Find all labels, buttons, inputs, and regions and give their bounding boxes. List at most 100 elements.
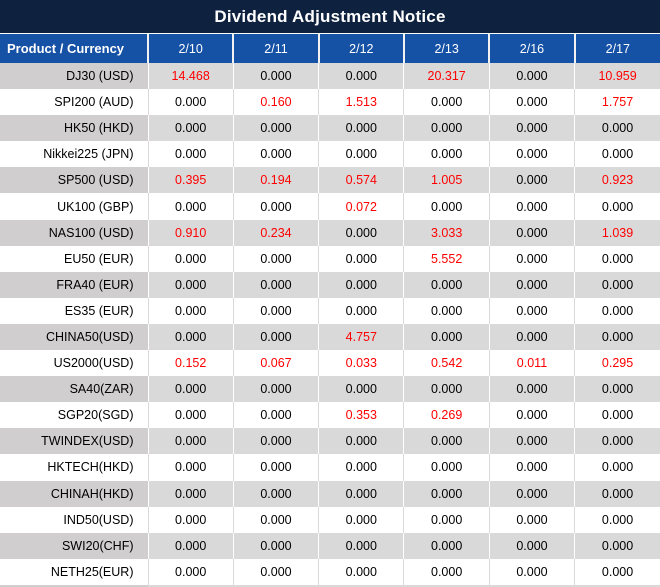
value-cell: 0.000 — [574, 271, 660, 298]
product-cell: US2000(USD) — [0, 350, 148, 377]
value-cell: 0.000 — [488, 532, 575, 559]
product-cell: UK100 (GBP) — [0, 193, 148, 220]
value-cell: 0.000 — [147, 115, 234, 142]
value-cell: 0.011 — [488, 350, 575, 377]
value-cell: 0.000 — [403, 271, 490, 298]
value-cell: 0.000 — [232, 454, 319, 481]
value-cell: 0.000 — [232, 193, 319, 220]
product-cell: DJ30 (USD) — [0, 63, 148, 90]
value-cell: 0.000 — [147, 402, 234, 429]
product-cell: FRA40 (EUR) — [0, 271, 148, 298]
value-cell: 0.000 — [147, 376, 234, 403]
value-cell: 14.468 — [147, 63, 234, 90]
product-cell: SWI20(CHF) — [0, 532, 148, 559]
table-row: UK100 (GBP) 0.000 0.000 0.072 0.000 0.000 0.00… — [0, 193, 660, 220]
table-row: EU50 (EUR) 0.000 0.000 0.000 5.552 0.000 0.000 — [0, 245, 660, 272]
value-cell: 0.395 — [147, 167, 234, 194]
product-cell: SPI200 (AUD) — [0, 89, 148, 116]
product-cell: EU50 (EUR) — [0, 245, 148, 272]
value-cell: 0.000 — [147, 558, 234, 585]
value-cell: 5.552 — [403, 245, 490, 272]
column-header-date: 2/13 — [402, 34, 490, 63]
value-cell: 0.000 — [488, 271, 575, 298]
value-cell: 0.000 — [232, 63, 319, 90]
value-cell: 0.000 — [488, 193, 575, 220]
product-cell: NAS100 (USD) — [0, 219, 148, 246]
bottom-edge-strip — [0, 584, 660, 587]
value-cell: 0.000 — [232, 376, 319, 403]
value-cell: 0.000 — [318, 558, 404, 585]
value-cell: 0.000 — [232, 558, 319, 585]
value-cell: 0.000 — [232, 297, 319, 324]
value-cell: 0.000 — [403, 376, 490, 403]
value-cell: 0.000 — [488, 454, 575, 481]
value-cell: 0.000 — [574, 323, 660, 351]
notice-title: Dividend Adjustment Notice — [0, 0, 660, 34]
value-cell: 0.000 — [232, 141, 319, 168]
value-cell: 0.000 — [147, 454, 234, 481]
value-cell: 0.000 — [318, 115, 404, 142]
value-cell: 0.000 — [574, 297, 660, 324]
value-cell: 0.000 — [318, 141, 404, 168]
value-cell: 0.269 — [403, 402, 490, 429]
value-cell: 10.959 — [574, 63, 660, 90]
value-cell: 0.000 — [574, 480, 660, 507]
value-cell: 0.000 — [403, 428, 490, 455]
value-cell: 0.000 — [147, 506, 234, 533]
value-cell: 0.000 — [488, 115, 575, 142]
value-cell: 0.000 — [574, 115, 660, 142]
product-cell: TWINDEX(USD) — [0, 428, 148, 455]
value-cell: 0.000 — [488, 219, 575, 246]
value-cell: 0.000 — [403, 532, 490, 559]
value-cell: 0.000 — [232, 245, 319, 272]
value-cell: 0.000 — [574, 245, 660, 272]
value-cell: 0.000 — [574, 141, 660, 168]
value-cell: 0.000 — [574, 428, 660, 455]
product-cell: CHINA50(USD) — [0, 323, 148, 351]
value-cell: 0.160 — [232, 89, 319, 116]
value-cell: 0.910 — [147, 219, 234, 246]
table-row: HKTECH(HKD) 0.000 0.000 0.000 0.000 0.000 0.00… — [0, 454, 660, 481]
value-cell: 0.000 — [403, 506, 490, 533]
product-cell: CHINAH(HKD) — [0, 480, 148, 507]
table-row: HK50 (HKD) 0.000 0.000 0.000 0.000 0.000 0.000 — [0, 115, 660, 142]
table-row: SGP20(SGD) 0.000 0.000 0.353 0.269 0.000 0.000 — [0, 402, 660, 429]
table-row: Nikkei225 (JPN) 0.000 0.000 0.000 0.000 0.000… — [0, 141, 660, 168]
value-cell: 0.000 — [488, 89, 575, 116]
value-cell: 0.923 — [574, 167, 660, 194]
value-cell: 0.000 — [318, 506, 404, 533]
value-cell: 0.000 — [318, 480, 404, 507]
table-row: SP500 (USD) 0.395 0.194 0.574 1.005 0.000 0.92… — [0, 167, 660, 194]
value-cell: 1.757 — [574, 89, 660, 116]
dividend-table: Product / Currency 2/10 2/11 2/12 2/13 2/16 2… — [0, 34, 660, 585]
value-cell: 0.000 — [318, 428, 404, 455]
column-header-date: 2/12 — [317, 34, 404, 63]
value-cell: 0.000 — [318, 245, 404, 272]
value-cell: 0.000 — [318, 297, 404, 324]
value-cell: 0.574 — [318, 167, 404, 194]
value-cell: 0.542 — [403, 350, 490, 377]
table-row: US2000(USD) 0.152 0.067 0.033 0.542 0.011 0.29… — [0, 350, 660, 377]
value-cell: 0.000 — [147, 297, 234, 324]
value-cell: 0.000 — [488, 141, 575, 168]
value-cell: 0.000 — [574, 402, 660, 429]
table-row: ES35 (EUR) 0.000 0.000 0.000 0.000 0.000 0.000 — [0, 297, 660, 324]
column-header-date: 2/11 — [232, 34, 319, 63]
product-cell: ES35 (EUR) — [0, 297, 148, 324]
table-row: TWINDEX(USD) 0.000 0.000 0.000 0.000 0.000 0.0… — [0, 428, 660, 455]
value-cell: 0.000 — [403, 193, 490, 220]
value-cell: 0.000 — [147, 141, 234, 168]
value-cell: 0.353 — [318, 402, 404, 429]
value-cell: 0.000 — [488, 558, 575, 585]
value-cell: 0.000 — [232, 271, 319, 298]
column-header-date: 2/10 — [146, 34, 234, 63]
value-cell: 0.000 — [574, 558, 660, 585]
value-cell: 0.000 — [318, 271, 404, 298]
value-cell: 0.000 — [318, 376, 404, 403]
value-cell: 0.000 — [318, 63, 404, 90]
table-header-row: Product / Currency 2/10 2/11 2/12 2/13 2/16 2… — [0, 34, 660, 63]
value-cell: 0.000 — [488, 323, 575, 351]
value-cell: 0.067 — [232, 350, 319, 377]
value-cell: 0.000 — [147, 271, 234, 298]
value-cell: 0.000 — [574, 193, 660, 220]
